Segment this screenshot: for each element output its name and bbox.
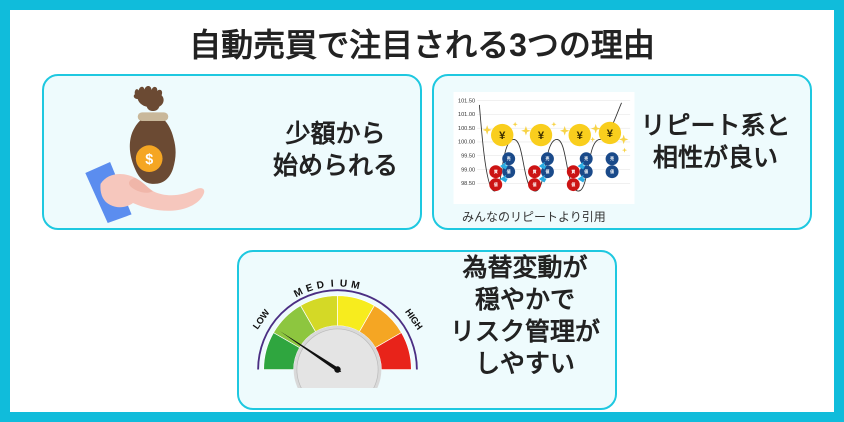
svg-text:値: 値 (532, 182, 537, 187)
svg-text:値: 値 (493, 182, 498, 187)
svg-text:I: I (331, 279, 335, 290)
svg-text:D: D (316, 280, 325, 292)
svg-text:¥: ¥ (499, 130, 506, 142)
svg-text:100.00: 100.00 (458, 140, 475, 146)
svg-text:100.50: 100.50 (458, 126, 475, 132)
svg-text:値: 値 (570, 182, 575, 187)
svg-text:買: 買 (532, 169, 537, 174)
svg-text:99.00: 99.00 (461, 167, 475, 173)
svg-text:¥: ¥ (607, 128, 614, 140)
svg-text:値: 値 (609, 169, 614, 174)
svg-text:¥: ¥ (577, 130, 584, 142)
svg-text:101.00: 101.00 (458, 112, 475, 118)
svg-text:E: E (305, 282, 315, 295)
svg-text:値: 値 (583, 169, 588, 174)
svg-text:98.50: 98.50 (461, 181, 475, 187)
svg-text:101.50: 101.50 (458, 98, 475, 104)
svg-text:値: 値 (506, 169, 511, 174)
svg-text:U: U (339, 278, 347, 289)
svg-text:M: M (350, 280, 361, 293)
svg-text:売: 売 (545, 156, 550, 161)
svg-text:LOW: LOW (251, 307, 272, 331)
svg-text:売: 売 (506, 156, 511, 161)
svg-text:99.50: 99.50 (461, 153, 475, 159)
svg-text:買: 買 (570, 169, 575, 174)
svg-text:買: 買 (493, 169, 498, 174)
svg-text:売: 売 (609, 156, 614, 161)
svg-text:値: 値 (545, 169, 550, 174)
svg-text:¥: ¥ (538, 130, 545, 142)
svg-text:売: 売 (583, 156, 588, 161)
svg-text:$: $ (145, 152, 153, 168)
